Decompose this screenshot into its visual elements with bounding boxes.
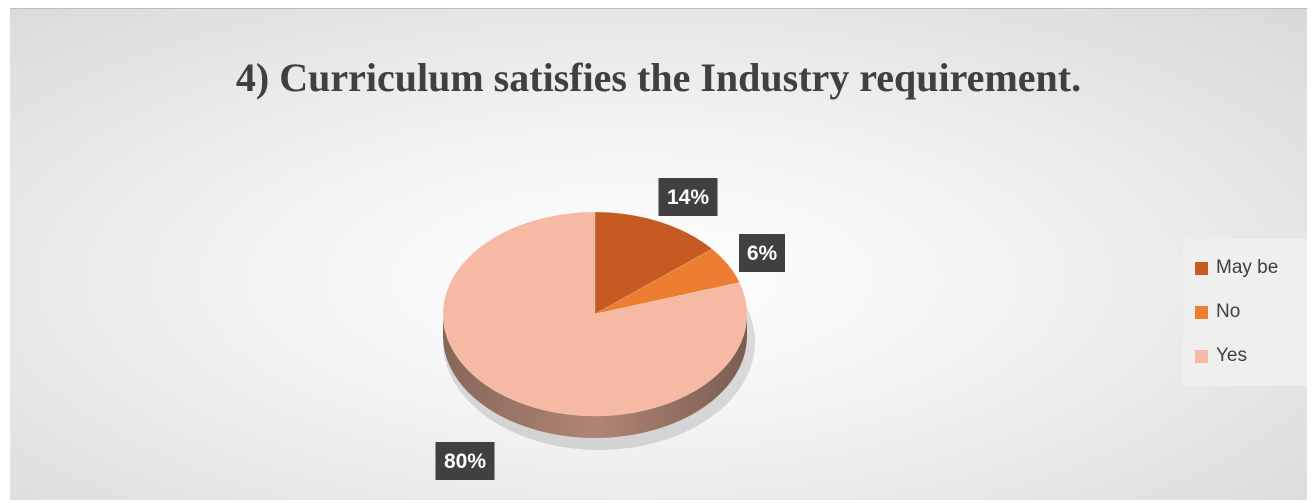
chart-title: 4) Curriculum satisfies the Industry req…	[235, 55, 1082, 100]
legend-swatch-yes	[1195, 349, 1208, 363]
data-label-box-yes	[435, 442, 495, 480]
legend-item-may-be: May be	[1195, 257, 1278, 279]
legend-item-no: No	[1195, 301, 1240, 323]
chart-area: 4) Curriculum satisfies the Industry req…	[10, 8, 1307, 500]
data-label-box-no	[739, 234, 785, 272]
pie-slice-yes	[442, 211, 748, 417]
legend: May be No Yes	[1183, 239, 1307, 386]
legend-label-no: No	[1216, 301, 1241, 322]
legend-swatch-no	[1195, 305, 1208, 319]
pie-side-wall	[443, 314, 747, 438]
legend-label-yes: Yes	[1216, 345, 1247, 366]
data-label-no: 6%	[747, 242, 778, 265]
data-label-yes: 80%	[444, 450, 486, 473]
pie-slice-no	[594, 248, 740, 315]
legend-swatch-may-be	[1195, 261, 1208, 275]
pie-chart: 14% 6% 80%	[435, 178, 785, 480]
pie-slice-may-be	[594, 211, 713, 315]
data-label-box-may-be	[658, 178, 718, 216]
data-label-may-be: 14%	[667, 186, 709, 209]
legend-item-yes: Yes	[1195, 345, 1247, 367]
legend-label-may-be: May be	[1216, 257, 1279, 278]
